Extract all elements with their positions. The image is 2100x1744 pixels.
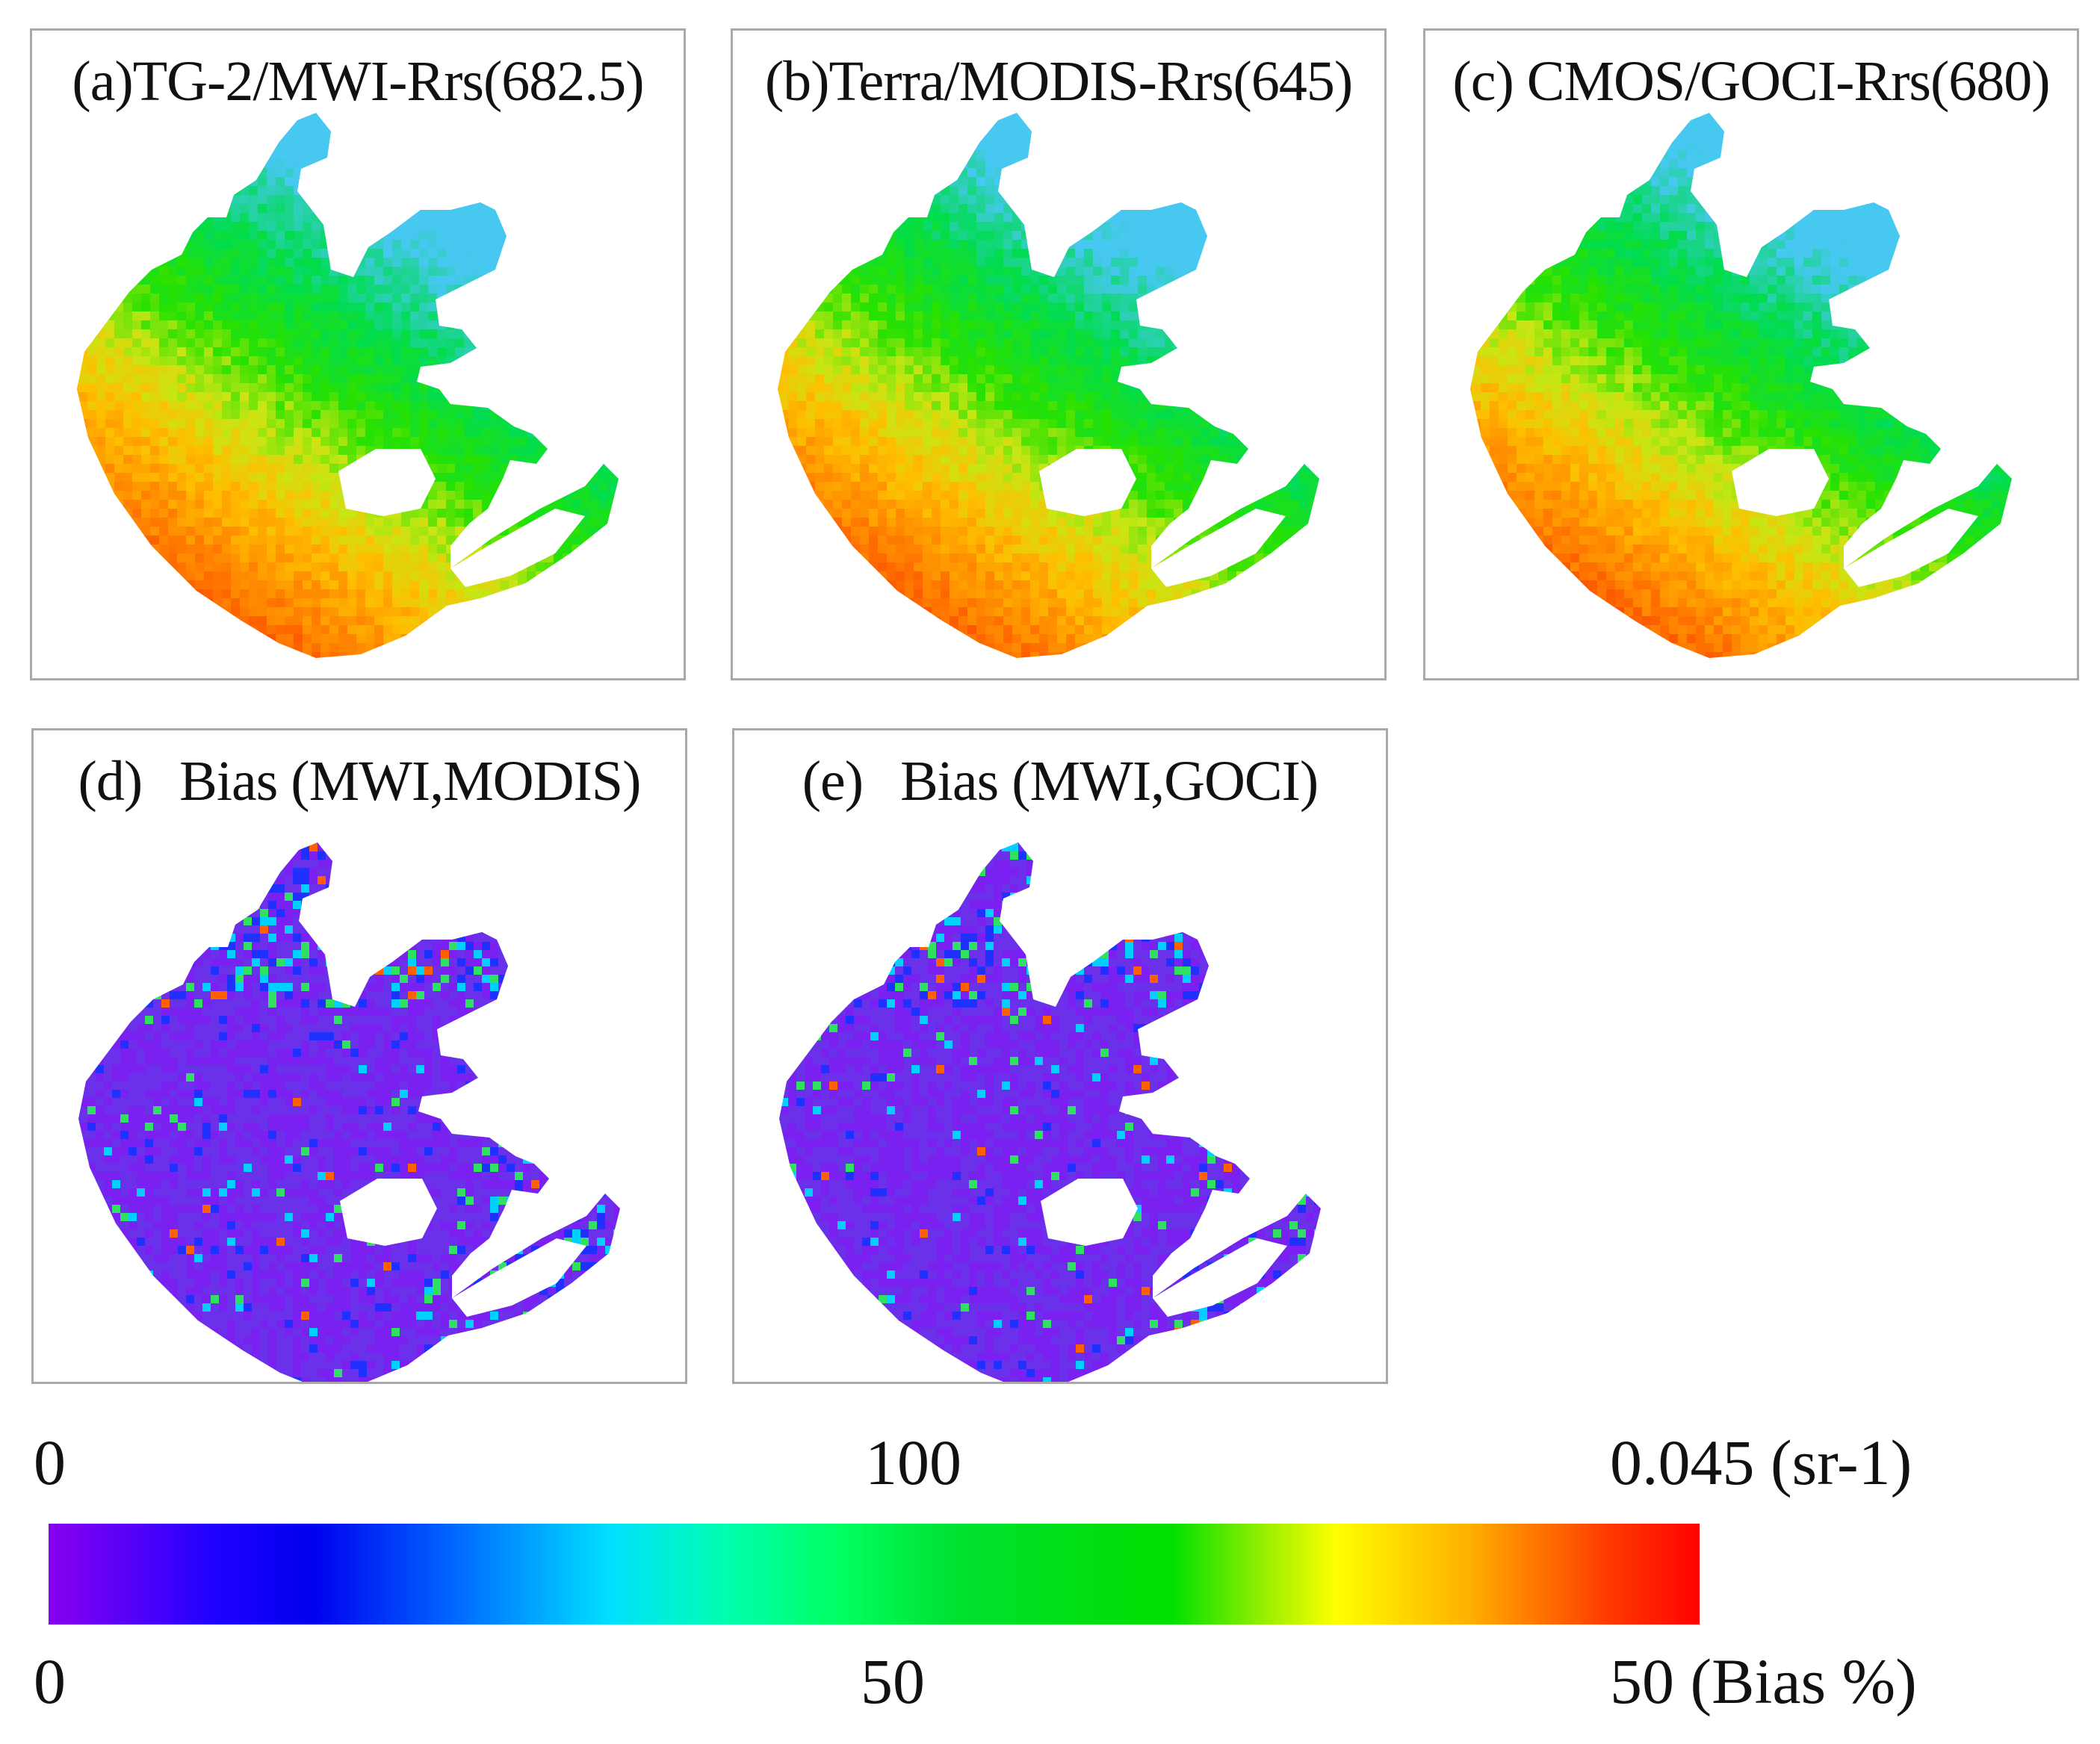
rrs-map-c (1470, 113, 2012, 658)
panel-title-a: (a)TG-2/MWI-Rrs(682.5) (32, 53, 684, 110)
panel-label-d: (d) (78, 750, 143, 813)
map-panel-a: (a)TG-2/MWI-Rrs(682.5) (30, 28, 686, 680)
lake-raster (77, 113, 619, 658)
panel-label-c: (c) (1452, 50, 1514, 113)
panel-name-e: Bias (MWI,GOCI) (900, 750, 1319, 813)
map-panel-d: (d) Bias (MWI,MODIS) (31, 728, 687, 1384)
panel-name-a: TG-2/MWI-Rrs(682.5) (133, 50, 645, 113)
map-panel-b: (b)Terra/MODIS-Rrs(645) (731, 28, 1387, 680)
map-panel-e: (e) Bias (MWI,GOCI) (732, 728, 1388, 1384)
panel-name-d: Bias (MWI,MODIS) (179, 750, 641, 813)
panel-name-b: Terra/MODIS-Rrs(645) (828, 50, 1353, 113)
rrs-map-b (778, 113, 1319, 658)
panel-title-e: (e) Bias (MWI,GOCI) (734, 753, 1386, 810)
lake-raster (778, 113, 1319, 658)
panel-label-a: (a) (72, 50, 133, 113)
colorbar-bias-mid: 50 (861, 1649, 925, 1713)
lake-raster (1470, 113, 2012, 658)
colorbar-rrs-min: 0 (34, 1430, 66, 1495)
colorbar-rrs-max: 0.045 (sr-1) (1610, 1430, 1912, 1495)
panel-label-e: (e) (802, 750, 864, 813)
panel-title-b: (b)Terra/MODIS-Rrs(645) (733, 53, 1384, 110)
panel-name-c: CMOS/GOCI-Rrs(680) (1527, 50, 2051, 113)
colorbar-rrs-mid: 100 (865, 1430, 961, 1495)
panel-title-d: (d) Bias (MWI,MODIS) (34, 753, 685, 810)
bias-map-e (779, 842, 1321, 1382)
rrs-map-a (77, 113, 619, 658)
colorbar-bias-min: 0 (34, 1649, 66, 1713)
lake-raster (779, 842, 1321, 1382)
lake-raster (78, 842, 620, 1382)
panel-title-c: (c) CMOS/GOCI-Rrs(680) (1425, 53, 2077, 110)
bias-map-d (78, 842, 620, 1382)
panel-label-b: (b) (765, 50, 830, 113)
colorbar-bias-max: 50 (Bias %) (1610, 1649, 1917, 1713)
map-panel-c: (c) CMOS/GOCI-Rrs(680) (1423, 28, 2079, 680)
colorbar (49, 1524, 1700, 1624)
